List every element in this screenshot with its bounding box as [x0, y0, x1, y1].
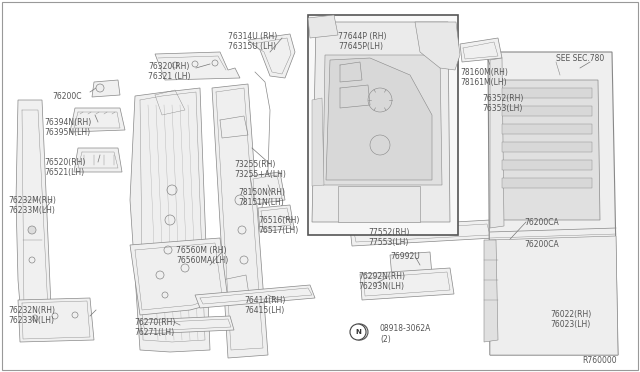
Bar — [308, 15, 458, 235]
Polygon shape — [248, 34, 295, 78]
Text: 08918-3062A
(2): 08918-3062A (2) — [380, 324, 431, 344]
Polygon shape — [140, 316, 234, 334]
Text: 77552(RH)
77553(LH): 77552(RH) 77553(LH) — [368, 228, 410, 247]
Polygon shape — [323, 55, 442, 185]
Polygon shape — [488, 52, 618, 355]
Polygon shape — [502, 88, 592, 98]
Text: SEE SEC.780: SEE SEC.780 — [556, 54, 604, 63]
Polygon shape — [460, 38, 502, 62]
Text: 76520(RH)
76521(LH): 76520(RH) 76521(LH) — [44, 158, 85, 177]
Polygon shape — [502, 178, 592, 188]
Polygon shape — [390, 252, 432, 278]
Text: 76352(RH)
76353(LH): 76352(RH) 76353(LH) — [482, 94, 524, 113]
Polygon shape — [92, 80, 120, 97]
Polygon shape — [502, 124, 592, 134]
Polygon shape — [16, 100, 52, 330]
Text: 78150N(RH)
78151N(LH): 78150N(RH) 78151N(LH) — [238, 188, 285, 208]
Text: 76320(RH)
76321 (LH): 76320(RH) 76321 (LH) — [148, 62, 191, 81]
Text: 76560M (RH)
76560MA(LH): 76560M (RH) 76560MA(LH) — [176, 246, 228, 265]
Text: N: N — [355, 329, 361, 335]
Polygon shape — [130, 88, 210, 352]
Polygon shape — [496, 80, 600, 220]
Polygon shape — [312, 22, 450, 222]
Text: N: N — [356, 327, 364, 337]
Text: 76394N(RH)
76395N(LH): 76394N(RH) 76395N(LH) — [44, 118, 92, 137]
Polygon shape — [212, 84, 268, 358]
Text: 73255(RH)
73255+A(LH): 73255(RH) 73255+A(LH) — [234, 160, 286, 179]
Polygon shape — [70, 108, 125, 132]
Text: 76992U: 76992U — [390, 252, 420, 261]
Text: 76516(RH)
76517(LH): 76516(RH) 76517(LH) — [258, 216, 300, 235]
Polygon shape — [195, 285, 315, 308]
Polygon shape — [502, 106, 592, 116]
Circle shape — [96, 84, 104, 92]
Polygon shape — [350, 220, 494, 246]
Polygon shape — [490, 58, 504, 228]
Polygon shape — [326, 58, 432, 180]
Text: 76232M(RH)
76233M(LH): 76232M(RH) 76233M(LH) — [8, 196, 56, 215]
Text: 76314U (RH)
76315U (LH): 76314U (RH) 76315U (LH) — [228, 32, 277, 51]
Text: 76022(RH)
76023(LH): 76022(RH) 76023(LH) — [550, 310, 591, 329]
Text: 76200C: 76200C — [52, 92, 81, 101]
Polygon shape — [338, 186, 420, 222]
Text: R760000: R760000 — [582, 356, 616, 365]
Polygon shape — [360, 268, 454, 300]
Text: 76200CA: 76200CA — [524, 240, 559, 249]
Text: 76414(RH)
76415(LH): 76414(RH) 76415(LH) — [244, 296, 285, 315]
Circle shape — [28, 226, 36, 234]
Text: 76232N(RH)
76233N(LH): 76232N(RH) 76233N(LH) — [8, 306, 55, 326]
Text: 76292N(RH)
76293N(LH): 76292N(RH) 76293N(LH) — [358, 272, 405, 291]
Polygon shape — [130, 238, 228, 315]
Polygon shape — [155, 52, 240, 80]
Polygon shape — [312, 98, 324, 186]
Polygon shape — [308, 15, 338, 38]
Polygon shape — [258, 205, 294, 232]
Polygon shape — [18, 298, 94, 342]
Circle shape — [350, 324, 366, 340]
Polygon shape — [490, 236, 618, 355]
Text: 76270(RH)
76271(LH): 76270(RH) 76271(LH) — [134, 318, 175, 337]
Polygon shape — [502, 160, 592, 170]
Polygon shape — [415, 22, 460, 70]
Polygon shape — [502, 142, 592, 152]
Circle shape — [352, 324, 368, 340]
Polygon shape — [74, 148, 122, 172]
Text: 76200CA: 76200CA — [524, 218, 559, 227]
Text: 77644P (RH)
77645P(LH): 77644P (RH) 77645P(LH) — [338, 32, 387, 51]
Text: 78160M(RH)
78161M(LH): 78160M(RH) 78161M(LH) — [460, 68, 508, 87]
Polygon shape — [250, 172, 285, 204]
Polygon shape — [484, 240, 498, 342]
